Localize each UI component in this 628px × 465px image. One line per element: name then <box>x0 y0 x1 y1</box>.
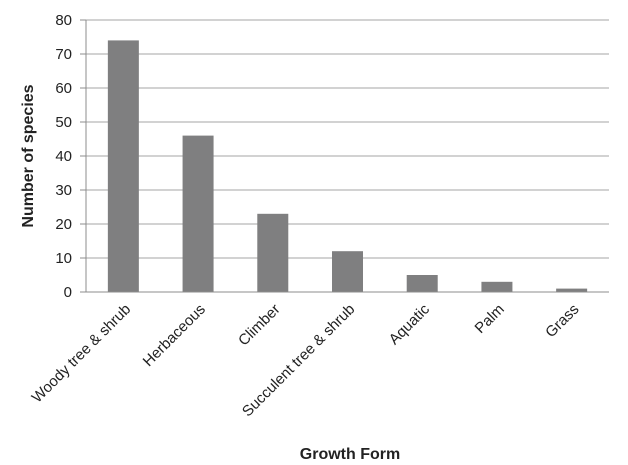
y-tick-label: 60 <box>55 80 72 97</box>
y-tick-label: 40 <box>55 148 72 165</box>
x-tick-label: Grass <box>542 301 582 341</box>
x-axis-title: Growth Form <box>300 446 400 463</box>
y-tick-label: 70 <box>55 46 72 63</box>
bars <box>107 40 588 293</box>
bar <box>182 135 214 292</box>
y-tick-label: 30 <box>55 182 72 199</box>
y-tick-label: 10 <box>55 250 72 267</box>
x-tick-labels: Woody tree & shrub Herbaceous ClimberSuccu… <box>29 300 583 420</box>
x-tick-label: Palm <box>472 301 508 337</box>
bar <box>107 40 139 293</box>
x-tick-label: Aquatic <box>386 300 434 348</box>
x-tick-label: Herbaceous <box>140 301 209 370</box>
y-tick-label: 20 <box>55 216 72 233</box>
bar <box>332 251 363 292</box>
bar <box>481 281 513 292</box>
axes <box>80 19 609 293</box>
y-axis-title: Number of species <box>20 84 37 227</box>
x-tick-label: Woody tree & shrub <box>29 301 135 407</box>
y-tick-label: 80 <box>55 12 72 29</box>
bar <box>406 275 438 292</box>
y-tick-labels: 0 10 20 30 40 50 60 70 80 <box>55 12 72 301</box>
gridlines <box>86 19 609 259</box>
y-tick-label: 50 <box>55 114 72 131</box>
y-tick-label: 0 <box>64 284 72 301</box>
bar <box>257 213 289 292</box>
x-tick-label: Climber <box>235 301 284 350</box>
bar <box>556 288 588 292</box>
